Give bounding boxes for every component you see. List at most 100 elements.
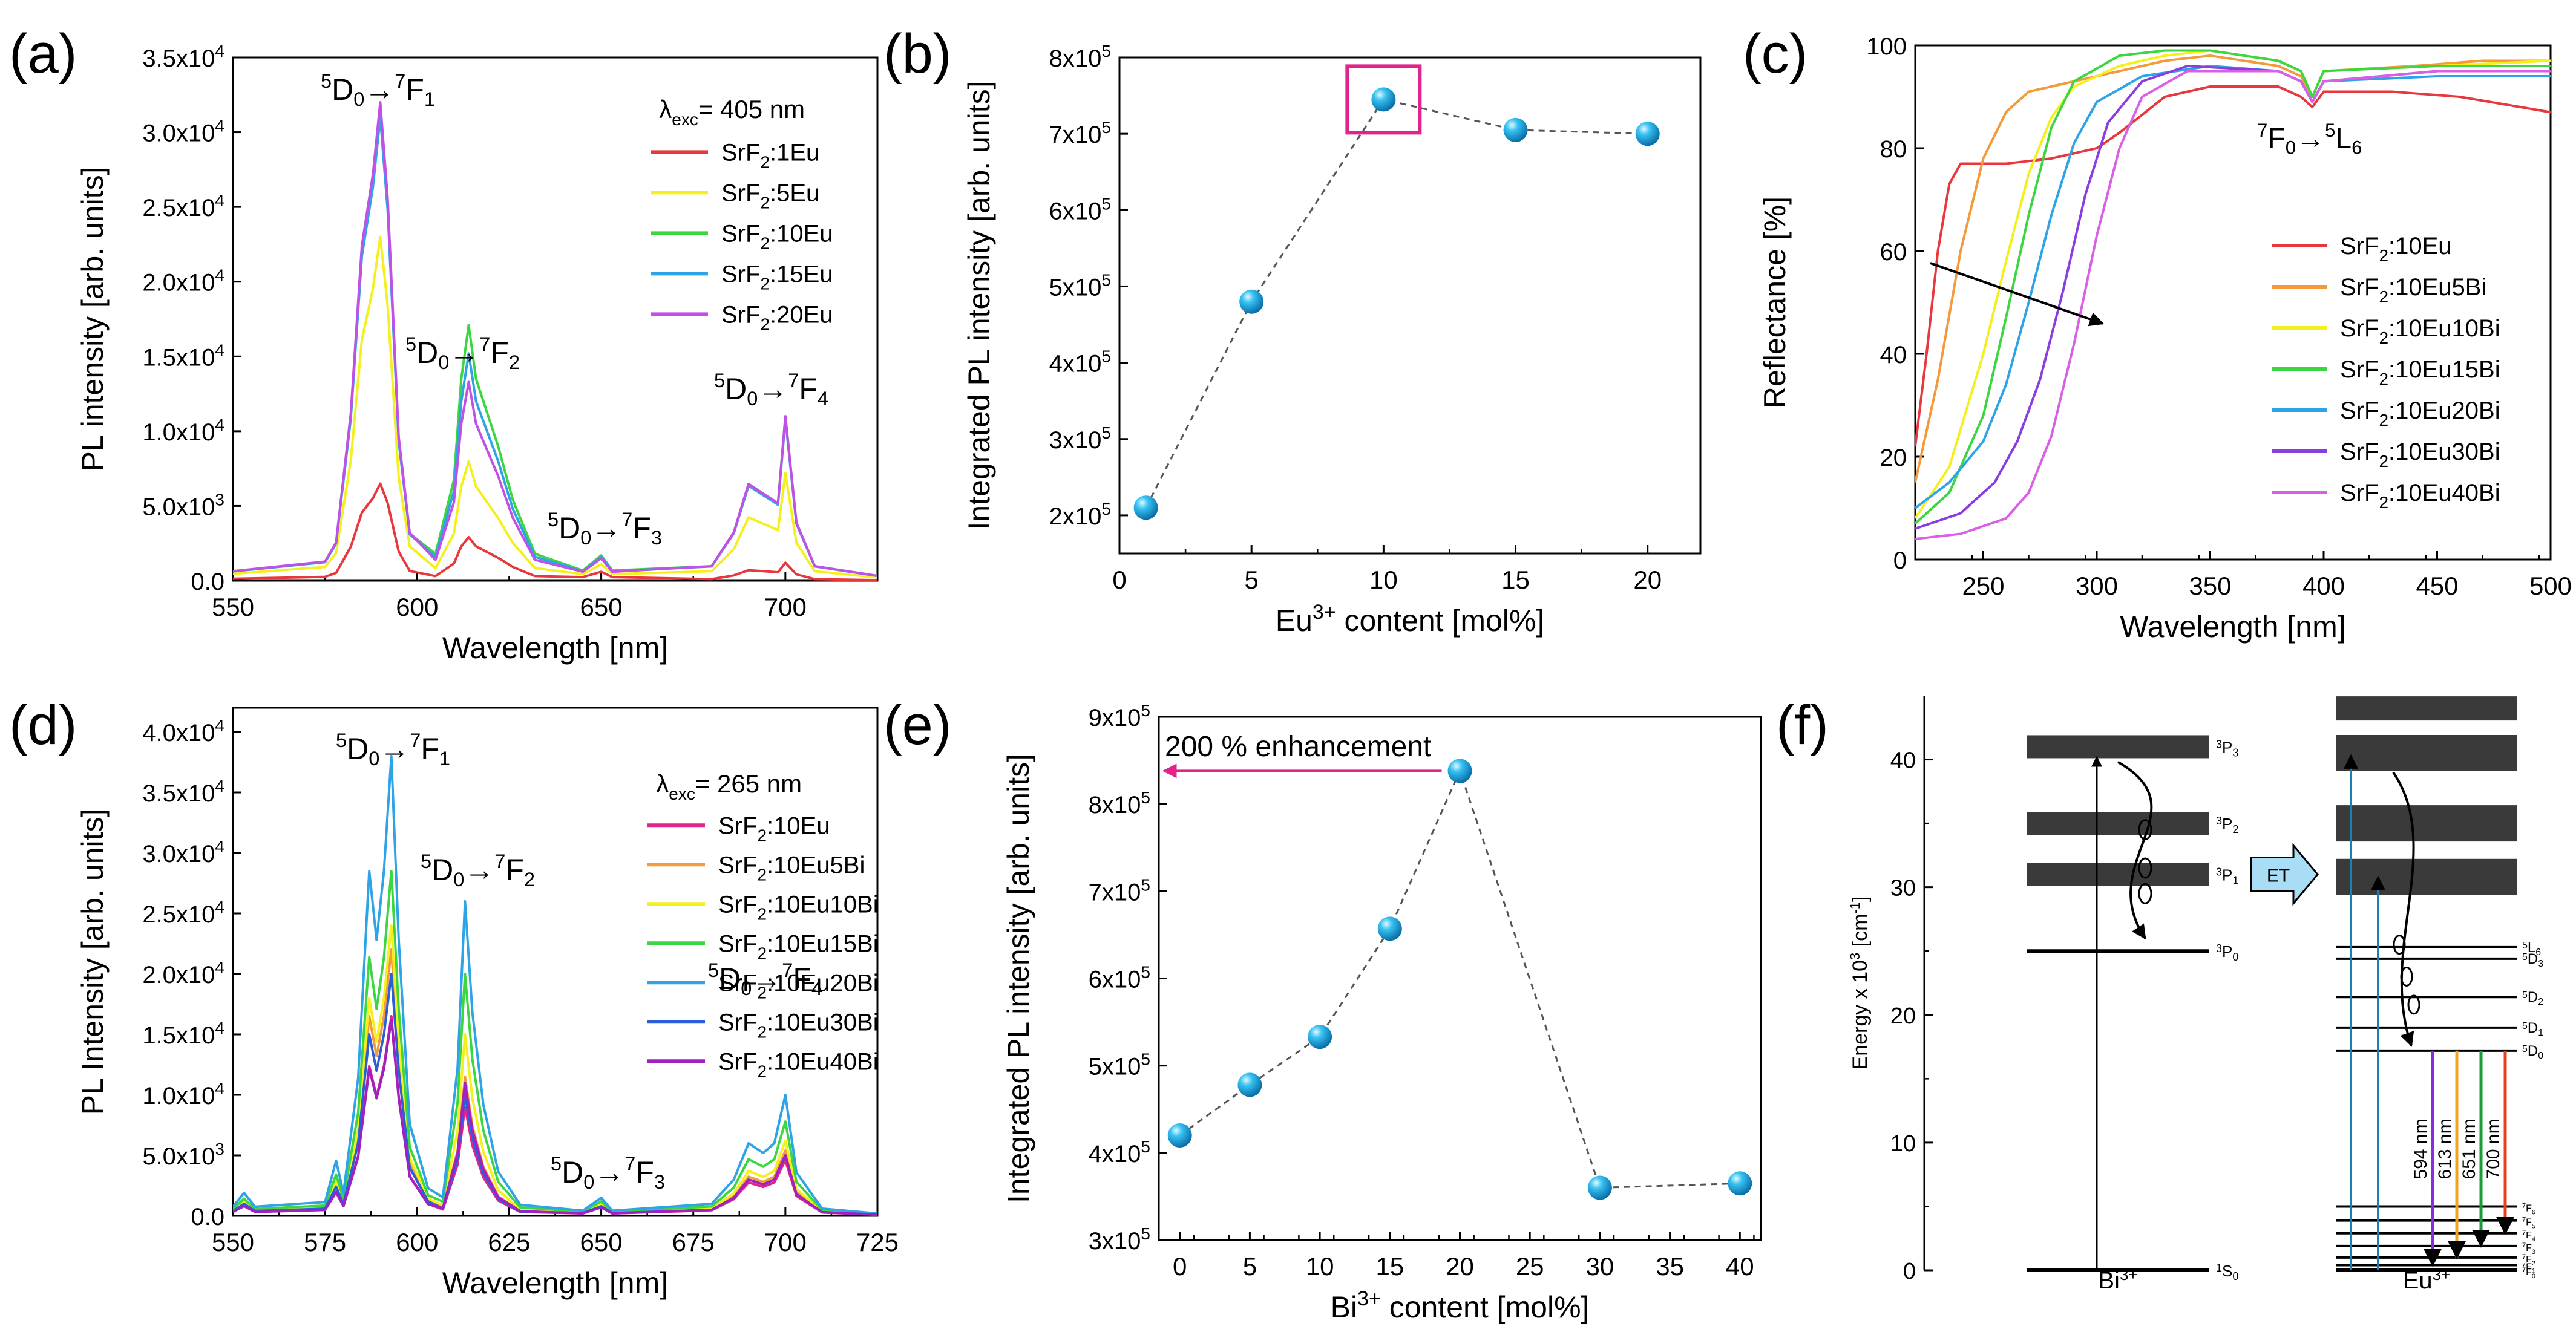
eu-level-label: 5D0	[2522, 1043, 2543, 1061]
chart-b-ytick-label: 8x105	[1049, 42, 1111, 72]
legend-entry: SrF2:10Eu20Bi	[718, 970, 879, 1002]
data-point	[1371, 87, 1396, 112]
bi-band	[2027, 863, 2209, 886]
chart-c-xtick-label: 450	[2416, 572, 2458, 600]
legend-entry: SrF2:10Eu10Bi	[718, 891, 879, 923]
chart-d-xtick-label: 575	[304, 1228, 346, 1256]
chart-b-xtick-label: 0	[1112, 566, 1126, 594]
series-line	[1915, 49, 2551, 524]
legend-entry: SrF2:20Eu	[721, 301, 833, 333]
series-line	[233, 924, 877, 1216]
chart-d-axes: 550 575 600 625 650 675 700 725 0.0 5.0x103 1.0x10…	[76, 707, 899, 1300]
legend-entry: SrF2:10Eu20Bi	[2340, 397, 2500, 429]
chart-c-ytick-label: 0	[1893, 547, 1907, 574]
series-line	[233, 870, 877, 1215]
bi-level-label: 1S0	[2216, 1262, 2238, 1282]
eu-level-label: 7F2	[2522, 1253, 2535, 1267]
trend-arrow	[1930, 262, 2105, 327]
chart-b-xlabel: Eu3+ content [mol%]	[1276, 601, 1545, 638]
chart-a-legend: λexc= 405 nm SrF2:1Eu SrF2:5Eu SrF2:10Eu SrF…	[651, 95, 833, 333]
chart-c-frame	[1914, 44, 2552, 561]
chart-e-xtick-label: 15	[1375, 1252, 1404, 1281]
chart-d-ytick-label: 2.5x104	[142, 898, 224, 928]
chart-c-ytick-label: 40	[1880, 342, 1907, 368]
series-line	[233, 116, 877, 578]
et-arrow	[2250, 843, 2319, 906]
series-line	[1915, 70, 2551, 540]
enhancement-label: 200 % enhancement	[1165, 731, 1431, 763]
chart-a-annotation: 5D0→7F2	[405, 333, 520, 373]
chart-c-ylabel: Reflectance [%]	[1758, 197, 1792, 408]
chart-e-xtick-label: 30	[1586, 1252, 1614, 1281]
chart-e-ytick-label: 4x105	[1089, 1137, 1150, 1167]
eu-ion-label: Eu3+	[2403, 1265, 2451, 1294]
legend-entry: SrF2:5Eu	[721, 180, 819, 212]
chart-d-annotation: 5D0→7F4	[708, 959, 822, 999]
chart-f-ytick-label: 10	[1890, 1131, 1916, 1157]
emission-label: 651 nm	[2459, 1118, 2479, 1179]
chart-a-series	[233, 101, 877, 581]
chart-e-frame	[1158, 716, 1762, 1241]
eu-relaxation-arrow	[2392, 771, 2415, 1047]
bi-level-label: 3P3	[2216, 738, 2238, 759]
chart-d-legend: λexc= 265 nm SrF2:10Eu SrF2:10Eu5Bi SrF2:10…	[647, 769, 879, 1080]
chart-e-xlabel: Bi3+ content [mol%]	[1331, 1287, 1590, 1324]
data-point	[1239, 289, 1264, 314]
chart-a-xtick-label: 650	[580, 593, 623, 621]
chart-b-ytick-label: 4x105	[1049, 347, 1111, 377]
chart-a-xtick-label: 550	[212, 593, 254, 621]
legend-entry: SrF2:10Eu40Bi	[718, 1048, 879, 1080]
chart-e-xtick-label: 0	[1173, 1252, 1187, 1281]
chart-f-ytick-label: 20	[1890, 1004, 1916, 1029]
legend-title: λexc= 265 nm	[656, 769, 802, 803]
eu-level-label: 5D3	[2522, 951, 2543, 969]
chart-d-xtick-label: 600	[396, 1228, 438, 1256]
chart-a-ytick-label: 5.0x103	[142, 490, 224, 520]
chart-c-xtick-label: 250	[1962, 572, 2004, 600]
data-point	[1133, 495, 1158, 520]
chart-e-xtick-label: 25	[1516, 1252, 1544, 1281]
bi-band	[2027, 735, 2209, 759]
legend-entry: SrF2:10Eu15Bi	[2340, 356, 2500, 388]
legend-title: λexc= 405 nm	[659, 95, 805, 129]
chart-f-diagram: 0 10 20 30 40 Energy x 103 [cm-1] 3P3 3P2 3P1 3P0…	[1847, 696, 2543, 1294]
chart-b-ytick-label: 5x105	[1049, 270, 1111, 301]
legend-entry: SrF2:10Eu5Bi	[2340, 274, 2486, 306]
chart-e-ytick-label: 3x105	[1089, 1224, 1150, 1255]
chart-c-annotation: 7F0→5L6	[2257, 120, 2362, 158]
chart-b-xtick-label: 15	[1501, 566, 1530, 594]
eu-level-label: 7F3	[2522, 1242, 2535, 1256]
legend-entry: SrF2:10Eu	[2340, 233, 2452, 265]
eu-level-label: 7F6	[2522, 1202, 2535, 1216]
chart-d-annotation: 5D0→7F1	[336, 730, 450, 769]
chart-d-ytick-label: 5.0x103	[142, 1140, 224, 1170]
chart-b-ylabel: Integrated PL intensity [arb. units]	[962, 80, 996, 530]
series-connector	[1179, 768, 1740, 1189]
panel-label-e: (e)	[883, 694, 951, 756]
chart-a-annotation: 5D0→7F4	[714, 370, 828, 410]
highlight-box	[1345, 64, 1422, 135]
chart-d-xtick-label: 700	[764, 1228, 807, 1256]
data-point	[1587, 1175, 1612, 1200]
legend-entry: SrF2:10Eu30Bi	[2340, 439, 2500, 471]
chart-a-xlabel: Wavelength [nm]	[442, 631, 668, 665]
et-label: ET	[2267, 866, 2290, 886]
chart-e-xtick-label: 20	[1446, 1252, 1474, 1281]
chart-d-ytick-label: 1.0x104	[142, 1079, 224, 1109]
chart-a-ytick-label: 1.5x104	[142, 341, 224, 371]
chart-a-frame	[232, 56, 879, 582]
chart-d-ytick-label: 1.5x104	[142, 1019, 224, 1049]
legend-entry: SrF2:15Eu	[721, 261, 833, 293]
series-line	[233, 755, 877, 1215]
series-line	[233, 235, 877, 579]
legend-entry: SrF2:10Eu10Bi	[2340, 315, 2500, 347]
chart-a-ytick-label: 3.5x104	[142, 42, 224, 72]
panel-label-c: (c)	[1743, 23, 1807, 85]
chart-a-xtick-label: 700	[764, 593, 807, 621]
eu-level-label: 7F0	[2522, 1266, 2535, 1280]
panel-label-d: (d)	[9, 694, 77, 756]
series-connector	[1145, 98, 1648, 508]
bi-band	[2027, 812, 2209, 835]
series-line	[233, 101, 877, 577]
chart-b-ytick-label: 3x105	[1049, 423, 1111, 454]
